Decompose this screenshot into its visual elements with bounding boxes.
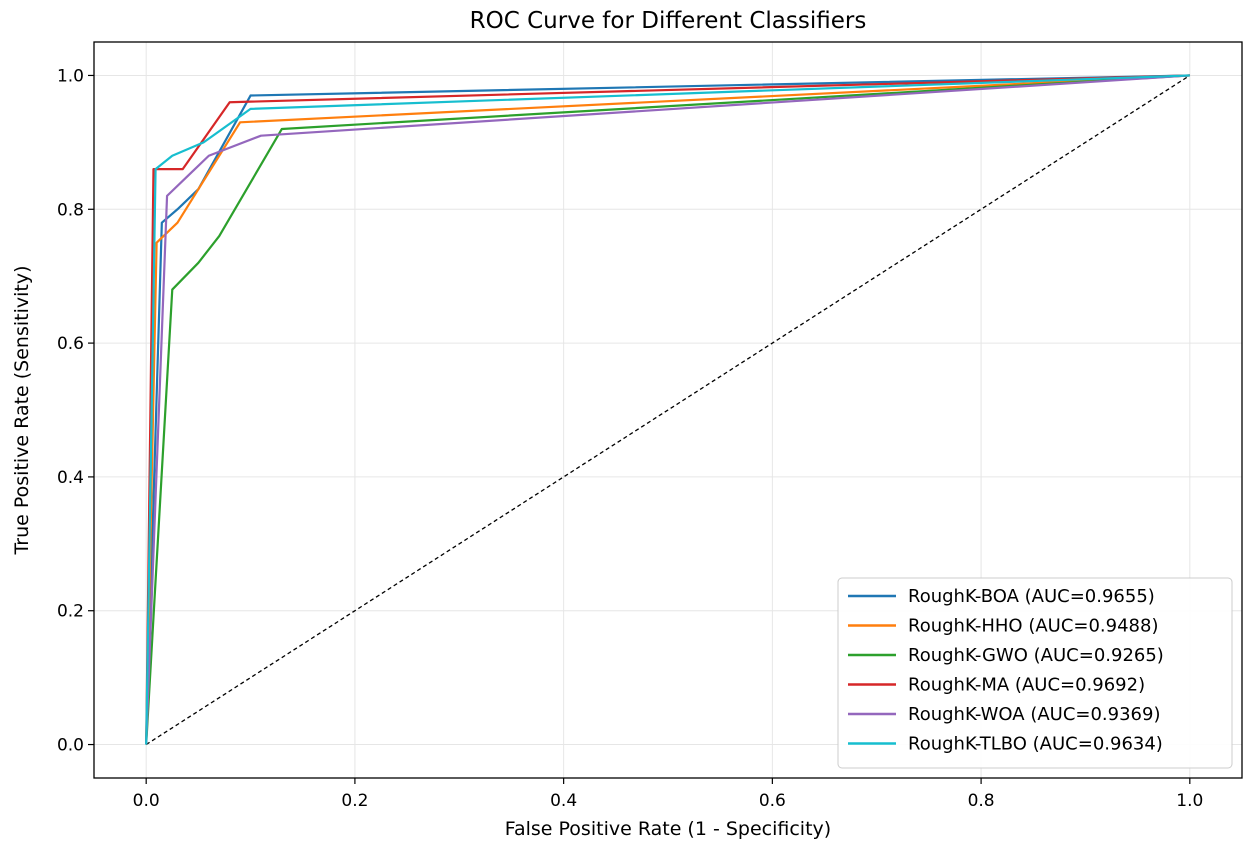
plot-frame xyxy=(93,41,1243,779)
y-axis-label: True Positive Rate (Sensitivity) xyxy=(11,265,33,555)
y-tick-label: 0.2 xyxy=(57,602,84,622)
y-tick-label: 1.0 xyxy=(57,66,84,86)
y-tick-label: 0.4 xyxy=(57,468,84,488)
chart-title: ROC Curve for Different Classifiers xyxy=(470,8,867,34)
series-line-roughk-woa xyxy=(145,74,1190,745)
series-line-roughk-tlbo xyxy=(145,74,1190,745)
legend-label-roughk-tlbo: RoughK-TLBO (AUC=0.9634) xyxy=(908,734,1163,755)
x-tick-label: 1.0 xyxy=(1176,791,1203,811)
legend-label-roughk-boa: RoughK-BOA (AUC=0.9655) xyxy=(908,586,1155,607)
series-line-roughk-hho xyxy=(145,74,1190,745)
series-layer xyxy=(145,74,1190,745)
x-tick-label: 0.2 xyxy=(341,791,368,811)
ticks: 0.0 0.2 0.4 0.6 0.8 1.0 0.0 0.2 0.4 0.6 0.8 1.0 xyxy=(57,66,1203,811)
grid xyxy=(94,42,1242,778)
chance-diagonal xyxy=(145,74,1191,746)
y-tick-label: 0.6 xyxy=(57,334,84,354)
legend-label-roughk-gwo: RoughK-GWO (AUC=0.9265) xyxy=(908,645,1164,666)
x-tick-label: 0.0 xyxy=(133,791,160,811)
series-line-roughk-ma xyxy=(145,74,1190,745)
y-tick-label: 0.8 xyxy=(57,200,84,220)
x-tick-label: 0.8 xyxy=(968,791,995,811)
x-axis-label: False Positive Rate (1 - Specificity) xyxy=(505,818,831,840)
x-tick-label: 0.6 xyxy=(759,791,786,811)
legend-label-roughk-woa: RoughK-WOA (AUC=0.9369) xyxy=(908,704,1160,725)
legend-box xyxy=(837,577,1233,769)
legend-label-roughk-hho: RoughK-HHO (AUC=0.9488) xyxy=(908,616,1159,637)
reference-line-layer xyxy=(145,74,1191,746)
legend: RoughK-BOA (AUC=0.9655) RoughK-HHO (AUC=0… xyxy=(837,577,1233,769)
series-line-roughk-gwo xyxy=(145,74,1190,745)
series-line-roughk-boa xyxy=(145,74,1190,745)
y-tick-label: 0.0 xyxy=(57,736,84,756)
x-tick-label: 0.4 xyxy=(550,791,577,811)
legend-label-roughk-ma: RoughK-MA (AUC=0.9692) xyxy=(908,675,1145,696)
